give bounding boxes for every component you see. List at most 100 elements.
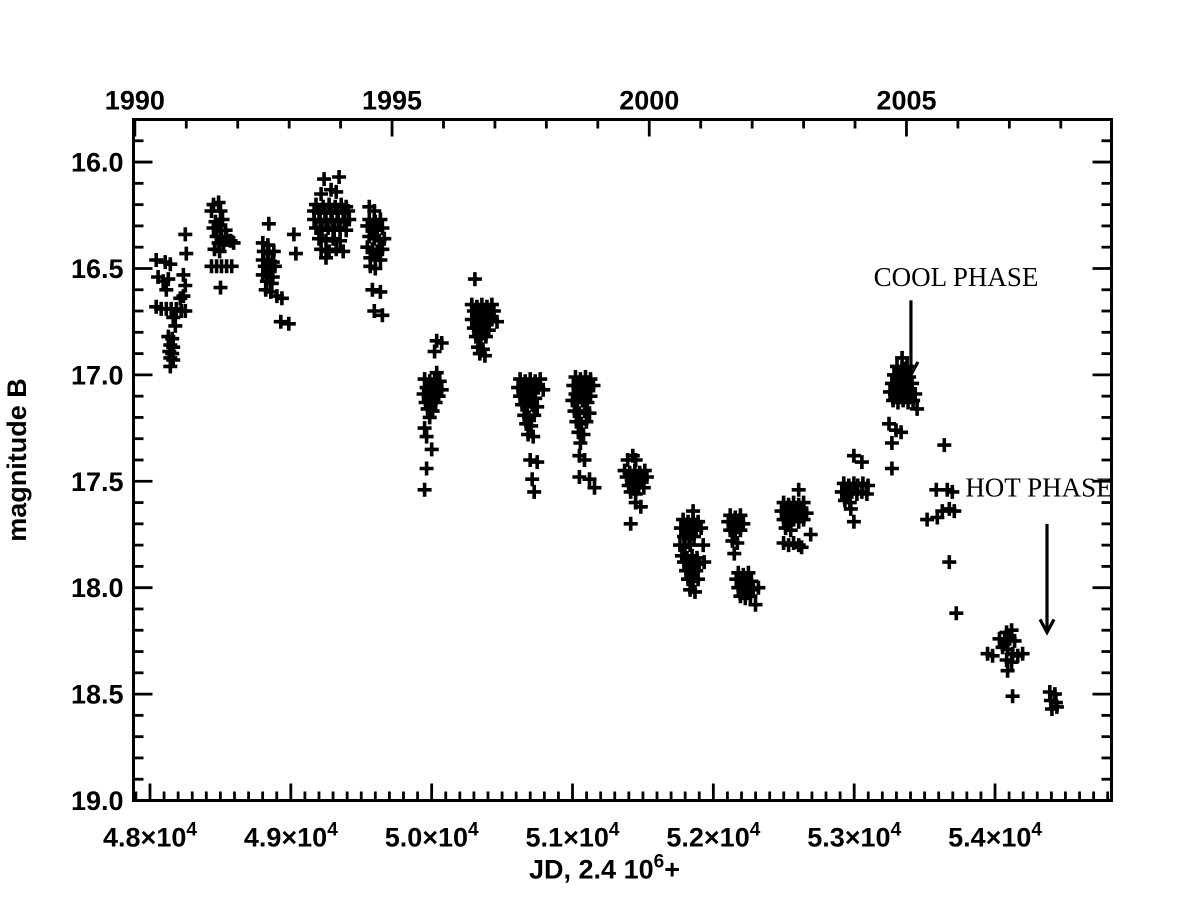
x-axis-title: JD, 2.4 106+ (529, 852, 680, 885)
data-point-plus (273, 314, 288, 329)
data-point-plus (947, 504, 962, 519)
data-point-plus (733, 523, 748, 538)
data-point-plus (336, 244, 351, 259)
annotation-arrowhead (902, 361, 920, 379)
data-point-plus (1015, 646, 1030, 661)
data-point-plus (526, 429, 541, 444)
data-point-plus (332, 170, 347, 184)
data-point-plus (168, 318, 183, 333)
data-point-plus (743, 589, 758, 604)
data-point-plus (791, 482, 806, 497)
data-point-plus (312, 231, 326, 246)
data-point-plus (525, 472, 540, 487)
year-tick-label: 2000 (619, 86, 679, 116)
data-point-plus (176, 267, 191, 282)
data-point-plus (1004, 655, 1019, 670)
data-point-plus (573, 436, 588, 450)
data-point-plus (1005, 689, 1020, 704)
data-point-plus (859, 487, 874, 501)
y-axis-title: magnitude B (2, 378, 32, 542)
data-point-plus (377, 231, 392, 246)
data-point-plus (419, 461, 434, 476)
data-point-plus (751, 580, 766, 595)
data-point-plus (803, 527, 818, 542)
data-point-plus (942, 555, 957, 570)
axis-labels: 16.0 16.5 17.0 17.5 18.0 18.5 19.0 1990 1995 2000… (2, 86, 1042, 885)
x-tick-label: 5.4×104 (948, 820, 1042, 853)
data-point-plus (910, 401, 925, 416)
data-point-plus (905, 376, 920, 391)
data-point-plus (417, 421, 432, 436)
data-point-plus (434, 336, 449, 350)
data-point-plus (697, 555, 712, 570)
data-point-plus (219, 259, 234, 274)
data-point-plus (226, 235, 241, 250)
data-point-plus (748, 597, 763, 612)
data-point-plus (687, 529, 701, 544)
data-point-plus (179, 246, 194, 261)
data-point-plus (178, 278, 193, 293)
data-point-plus (213, 204, 228, 218)
data-point-plus (161, 272, 176, 287)
data-point-plus (467, 272, 482, 287)
data-point-plus (949, 606, 964, 621)
year-tick-label: 1990 (105, 86, 165, 116)
data-point-plus (587, 480, 602, 495)
data-point-plus (783, 523, 798, 538)
data-point-plus (906, 393, 921, 408)
data-point-plus (694, 521, 709, 536)
data-point-plus (524, 418, 539, 433)
data-point-plus (945, 484, 960, 499)
data-point-plus (536, 382, 551, 397)
data-point-plus (688, 584, 702, 599)
data-point-plus (166, 310, 181, 325)
y-tick-label: 18.0 (71, 573, 124, 603)
data-point-plus (333, 233, 348, 248)
data-point-plus (530, 399, 545, 414)
data-point-plus (937, 438, 952, 453)
y-tick-label: 17.5 (71, 467, 124, 497)
data-point-plus (490, 314, 504, 329)
data-point-plus (342, 212, 357, 227)
data-point-plus (314, 242, 329, 257)
data-point-plus (639, 470, 654, 484)
data-point-plus (267, 259, 282, 274)
data-point-plus (375, 221, 390, 235)
data-point-plus (212, 244, 227, 259)
data-point-plus (579, 414, 594, 429)
y-tick-label: 17.0 (71, 360, 124, 390)
annotation-hot-phase: HOT PHASE (965, 473, 1113, 636)
data-point-plus (683, 538, 698, 553)
data-point-plus (920, 512, 935, 527)
data-point-plus (206, 221, 221, 235)
annotation-label-cool-phase: COOL PHASE (874, 262, 1039, 292)
data-point-plus (286, 227, 301, 242)
data-point-plus (582, 406, 597, 421)
data-point-plus (533, 372, 548, 387)
data-point-plus (477, 348, 492, 363)
data-point-plus (691, 572, 706, 587)
data-point-plus (696, 538, 711, 553)
y-tick-label: 19.0 (71, 786, 124, 816)
data-point-plus (314, 187, 329, 201)
data-point-plus (633, 499, 648, 514)
axis-ticks (133, 118, 1112, 802)
x-tick-label: 5.1×104 (526, 820, 620, 853)
data-point-plus (211, 195, 226, 210)
data-point-plus (329, 242, 344, 257)
data-point-plus (689, 563, 704, 578)
data-point-plus (373, 284, 388, 299)
data-point-plus (935, 504, 950, 519)
data-point-plus (854, 455, 869, 470)
x-tick-label: 5.0×104 (385, 820, 479, 853)
data-point-plus (427, 344, 442, 359)
data-point-plus (530, 455, 545, 470)
data-point-plus (727, 546, 742, 561)
data-point-plus (373, 212, 388, 227)
data-points (149, 170, 1064, 716)
data-point-plus (796, 495, 811, 510)
data-point-plus (884, 461, 899, 476)
plot-frame (132, 118, 1113, 802)
data-point-plus (176, 289, 191, 304)
